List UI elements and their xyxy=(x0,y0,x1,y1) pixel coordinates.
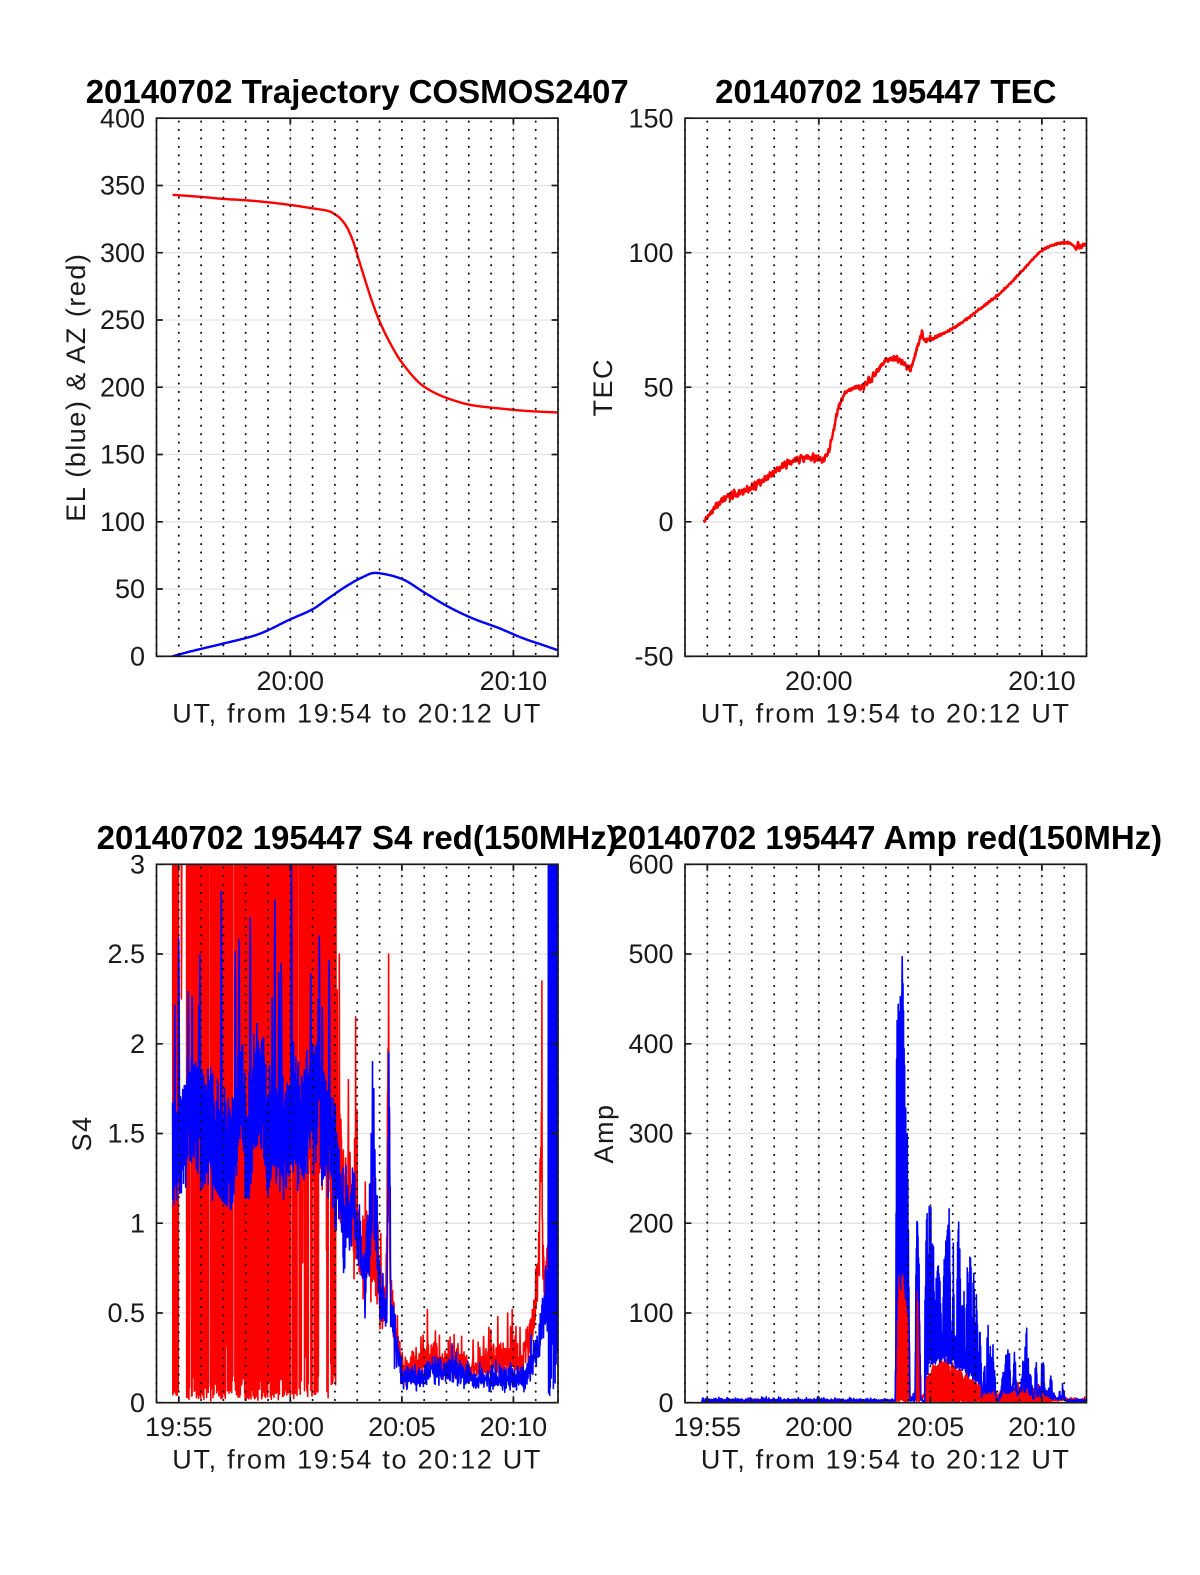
svg-text:20:00: 20:00 xyxy=(257,1412,325,1442)
svg-text:UT, from 19:54 to 20:12 UT: UT, from 19:54 to 20:12 UT xyxy=(172,698,542,728)
svg-text:TEC: TEC xyxy=(588,358,618,417)
svg-text:19:55: 19:55 xyxy=(145,1412,213,1442)
svg-text:20:05: 20:05 xyxy=(368,1412,436,1442)
svg-text:20140702 195447 Amp red(150MHz: 20140702 195447 Amp red(150MHz) xyxy=(609,819,1162,856)
svg-text:2: 2 xyxy=(130,1029,145,1059)
svg-text:20:00: 20:00 xyxy=(785,1412,853,1442)
svg-text:300: 300 xyxy=(628,1119,673,1149)
svg-text:1.5: 1.5 xyxy=(107,1119,145,1149)
svg-text:UT, from 19:54 to 20:12 UT: UT, from 19:54 to 20:12 UT xyxy=(701,698,1071,728)
svg-text:0: 0 xyxy=(658,507,673,537)
svg-text:20:10: 20:10 xyxy=(1008,1412,1076,1442)
svg-text:2.5: 2.5 xyxy=(107,939,145,969)
svg-text:600: 600 xyxy=(628,850,673,880)
svg-text:250: 250 xyxy=(100,305,145,335)
svg-text:0: 0 xyxy=(130,1388,145,1418)
svg-text:EL (blue) & AZ (red): EL (blue) & AZ (red) xyxy=(61,253,91,522)
svg-text:19:55: 19:55 xyxy=(674,1412,742,1442)
svg-text:20:10: 20:10 xyxy=(480,1412,548,1442)
svg-text:350: 350 xyxy=(100,171,145,201)
svg-text:0.5: 0.5 xyxy=(107,1298,145,1328)
svg-text:UT, from 19:54 to 20:12 UT: UT, from 19:54 to 20:12 UT xyxy=(701,1445,1071,1475)
svg-text:500: 500 xyxy=(628,939,673,969)
svg-text:UT, from 19:54 to 20:12 UT: UT, from 19:54 to 20:12 UT xyxy=(172,1445,542,1475)
svg-text:20:00: 20:00 xyxy=(785,666,853,696)
svg-text:0: 0 xyxy=(130,642,145,672)
svg-text:50: 50 xyxy=(643,372,673,402)
svg-text:20:10: 20:10 xyxy=(480,666,548,696)
svg-text:100: 100 xyxy=(628,1298,673,1328)
svg-text:200: 200 xyxy=(628,1208,673,1238)
svg-text:100: 100 xyxy=(100,507,145,537)
svg-text:20:05: 20:05 xyxy=(897,1412,965,1442)
svg-text:20:00: 20:00 xyxy=(257,666,325,696)
svg-text:-50: -50 xyxy=(634,642,673,672)
svg-text:20140702 195447 S4 red(150MHz): 20140702 195447 S4 red(150MHz) xyxy=(97,819,618,856)
svg-text:300: 300 xyxy=(100,238,145,268)
svg-text:100: 100 xyxy=(628,238,673,268)
svg-text:50: 50 xyxy=(115,574,145,604)
svg-text:400: 400 xyxy=(100,103,145,133)
svg-text:400: 400 xyxy=(628,1029,673,1059)
svg-text:3: 3 xyxy=(130,850,145,880)
svg-text:1: 1 xyxy=(130,1208,145,1238)
svg-text:20:10: 20:10 xyxy=(1008,666,1076,696)
svg-text:150: 150 xyxy=(100,440,145,470)
svg-text:200: 200 xyxy=(100,372,145,402)
svg-text:150: 150 xyxy=(628,103,673,133)
svg-text:20140702 195447 TEC: 20140702 195447 TEC xyxy=(715,73,1056,110)
svg-text:20140702 Trajectory COSMOS2407: 20140702 Trajectory COSMOS2407 xyxy=(86,73,629,110)
svg-text:S4: S4 xyxy=(67,1115,97,1151)
svg-text:0: 0 xyxy=(658,1388,673,1418)
svg-text:Amp: Amp xyxy=(589,1103,619,1163)
